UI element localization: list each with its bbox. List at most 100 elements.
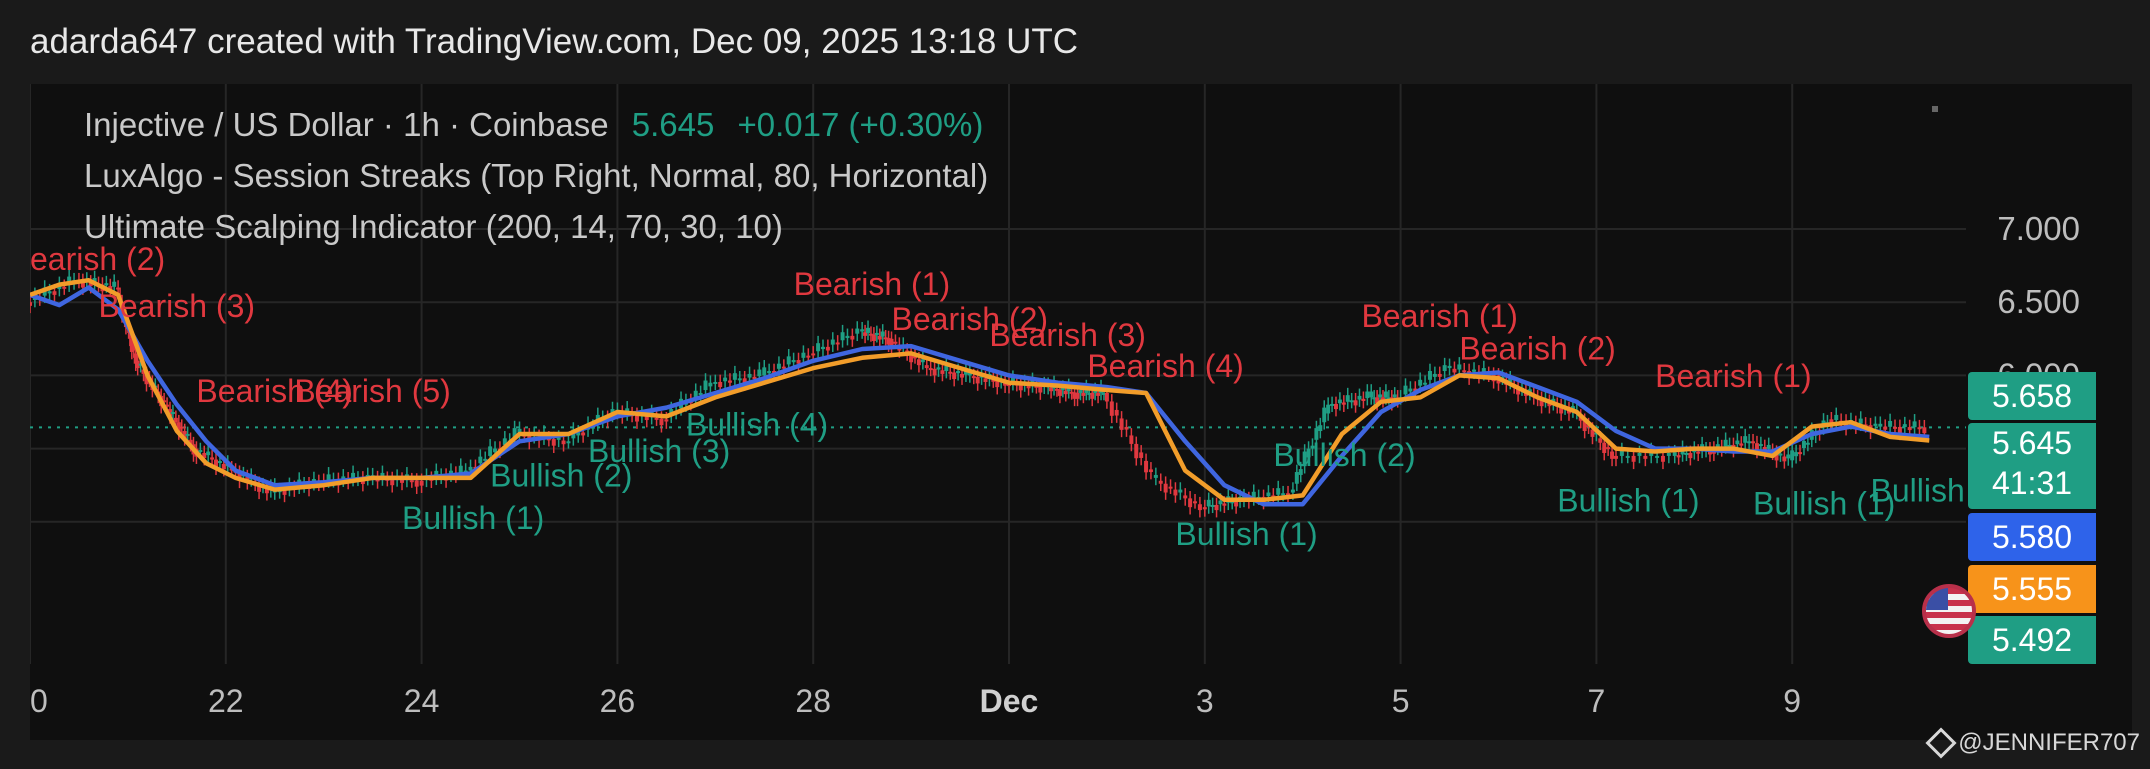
candle — [1173, 482, 1178, 503]
price-tag-d: 5.555 — [1968, 565, 2096, 613]
candle — [1119, 411, 1124, 438]
candle — [1294, 464, 1299, 492]
candle — [909, 346, 914, 370]
streak-label-bull: Bullish — [1871, 472, 1965, 508]
candle — [871, 327, 876, 349]
candle — [1306, 441, 1311, 465]
candle — [1234, 493, 1239, 514]
candle — [868, 326, 873, 342]
candle — [1341, 395, 1346, 412]
price-tag-c: 5.580 — [1968, 513, 2096, 561]
candle — [1183, 488, 1188, 506]
candle — [1794, 444, 1799, 464]
candle — [566, 433, 571, 449]
candle — [1782, 449, 1787, 469]
candle — [860, 321, 865, 339]
x-tick-label: 7 — [1588, 683, 1606, 719]
price-tag-value: 5.645 — [1991, 425, 2073, 461]
candle — [517, 421, 522, 442]
streak-label-bear: Bearish (3) — [99, 288, 256, 324]
candle — [1298, 461, 1303, 483]
candle — [866, 320, 871, 341]
candle — [1337, 392, 1342, 411]
candle — [1322, 400, 1327, 430]
price-tag-a: 5.658 — [1968, 372, 2096, 420]
candle — [995, 373, 1000, 395]
candle — [1345, 387, 1350, 410]
candle — [855, 321, 860, 341]
candle — [1188, 491, 1193, 515]
streak-label-bear: Bearish (1) — [794, 266, 951, 302]
candle — [1357, 388, 1362, 407]
x-tick-label: 3 — [1196, 683, 1214, 719]
candle — [928, 360, 933, 377]
candle — [1310, 438, 1315, 456]
candle — [835, 335, 840, 351]
candle — [708, 375, 713, 394]
candle — [1109, 394, 1114, 424]
candle — [30, 294, 32, 314]
candle — [952, 365, 957, 387]
bar-countdown: 41:31 — [1991, 465, 2073, 501]
candle — [214, 452, 219, 475]
candle — [1197, 496, 1202, 518]
price-change: +0.017 (+0.30%) — [737, 106, 984, 143]
streak-label-bear: Bearish (1) — [1655, 358, 1812, 394]
candle — [889, 331, 894, 355]
candle — [1516, 379, 1521, 402]
us-flag-icon — [1922, 584, 1976, 638]
candle — [924, 357, 929, 376]
x-tick-label: 26 — [600, 683, 636, 719]
indicator-session-streaks[interactable]: LuxAlgo - Session Streaks (Top Right, No… — [84, 157, 989, 194]
candle — [1114, 402, 1119, 423]
candle — [850, 328, 855, 347]
candle — [1747, 433, 1752, 450]
candle — [1168, 479, 1173, 494]
candle — [845, 328, 850, 346]
streak-label-bull: Bullish (2) — [1273, 437, 1415, 473]
candle — [877, 328, 882, 347]
streak-label-bull: Bullish (1) — [402, 500, 544, 536]
candle — [1330, 396, 1335, 412]
candle — [1888, 413, 1893, 435]
candle — [1892, 419, 1897, 435]
candle — [1349, 392, 1354, 409]
attribution-header: adarda647 created with TradingView.com, … — [30, 22, 1079, 61]
candle — [400, 472, 405, 491]
streak-label-bear: Bearish (2) — [1459, 330, 1616, 366]
candle — [1447, 358, 1452, 376]
series — [30, 269, 1930, 518]
candle — [1427, 363, 1432, 388]
candle — [1318, 417, 1323, 439]
legend-symbol-row: Injective / US Dollar · 1h · Coinbase 5.… — [84, 106, 983, 144]
indicator-scalping[interactable]: Ultimate Scalping Indicator (200, 14, 70… — [84, 208, 783, 245]
candle — [820, 339, 825, 357]
candle — [703, 373, 708, 398]
price-tag-e: 5.492 — [1968, 616, 2096, 664]
candle — [1153, 467, 1158, 486]
candle — [108, 278, 113, 298]
candle — [1786, 447, 1791, 466]
candle — [1333, 396, 1338, 417]
symbol-name[interactable]: Injective / US Dollar · 1h · Coinbase — [84, 106, 609, 143]
diamond-logo-icon — [1925, 727, 1957, 759]
candle — [1912, 414, 1917, 435]
candle — [932, 361, 937, 383]
candle — [1902, 416, 1907, 435]
candle — [92, 270, 97, 291]
price-chart[interactable]: earish (2)Bearish (3)Bearish (4)Bearish … — [30, 84, 2132, 740]
candle — [1365, 384, 1370, 406]
candle — [1372, 390, 1377, 405]
candle — [434, 463, 439, 486]
y-tick-label: 6.500 — [1997, 283, 2080, 320]
candle — [1559, 398, 1564, 421]
candle — [1139, 445, 1144, 466]
streak-label-bull: Bullish (4) — [686, 406, 828, 442]
candle — [1178, 482, 1183, 500]
candle — [390, 471, 395, 493]
chart-panel[interactable]: earish (2) Bearish (3) Bearish (4) Bearish … — [30, 84, 2132, 740]
candle — [940, 362, 945, 382]
candle — [1018, 376, 1023, 398]
streak-label-bear: Bearish (1) — [1361, 298, 1518, 334]
